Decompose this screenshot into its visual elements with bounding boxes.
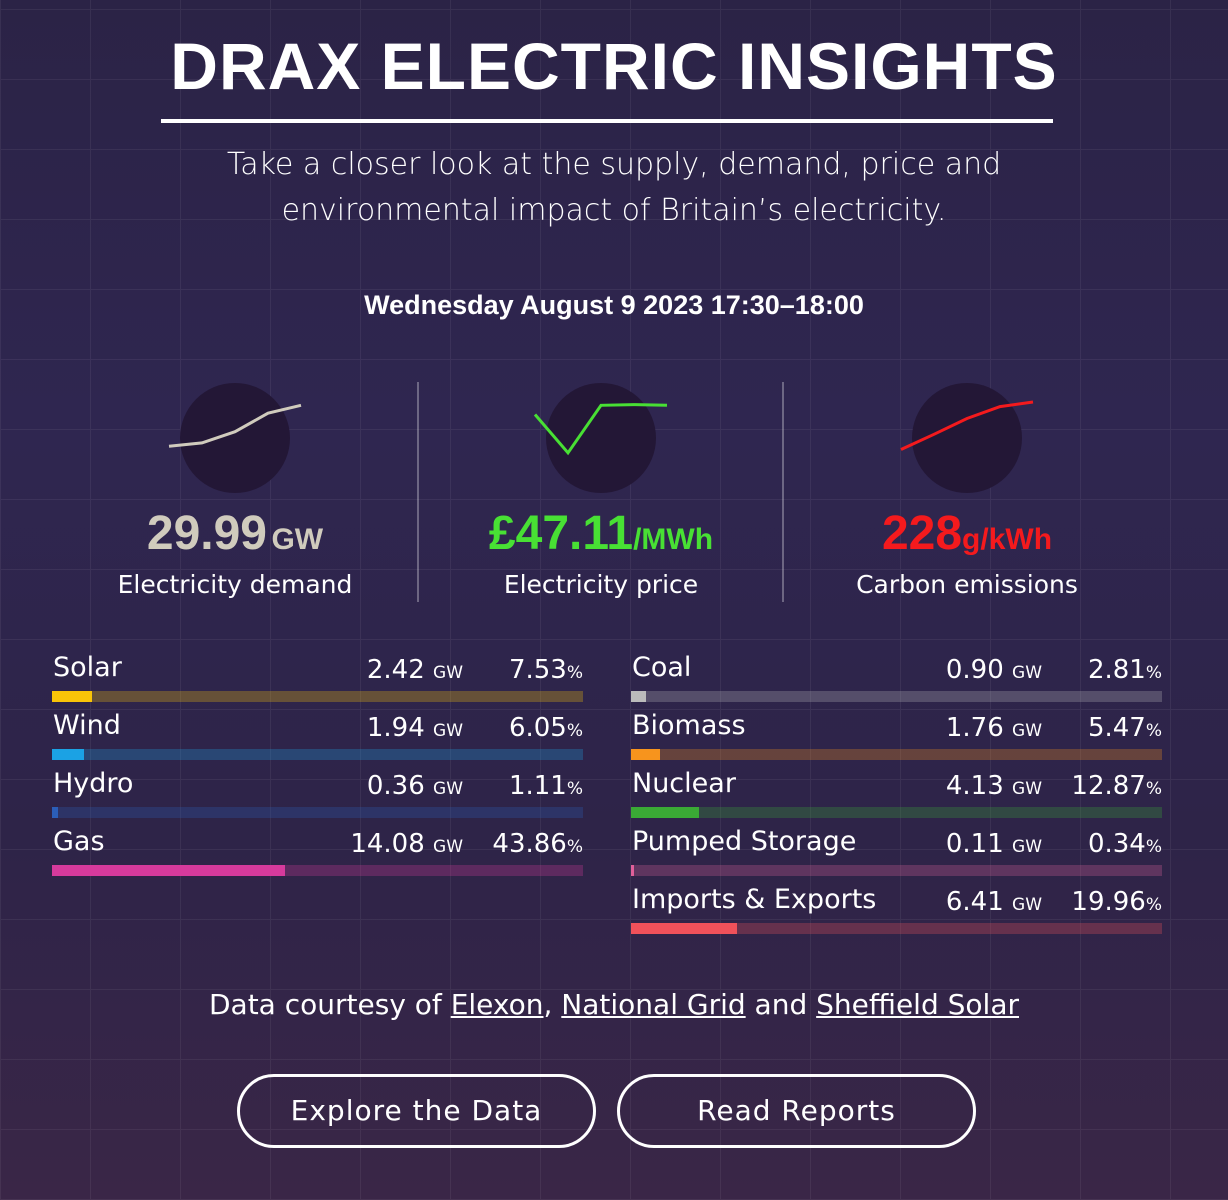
explore-data-button[interactable]: Explore the Data [237, 1074, 596, 1148]
page-subtitle: Take a closer look at the supply, demand… [226, 147, 1002, 228]
demand-sparkline-disc [180, 383, 290, 493]
read-reports-button[interactable]: Read Reports [617, 1074, 976, 1148]
carbon-sparkline [900, 383, 1034, 493]
price-sparkline-line [533, 403, 668, 456]
source-row-solar[interactable]: Solar 2.42 GW 7.53% [52, 652, 583, 710]
period-datetime: Wednesday August 9 2023 17:30–18:00 [364, 290, 864, 320]
source-pct: 12.87% [1071, 771, 1162, 801]
source-bar-fill [631, 865, 634, 876]
source-bar-fill [631, 923, 737, 934]
source-gw: 6.41 GW [945, 887, 1042, 917]
source-bar-track [631, 749, 1162, 760]
source-gw: 14.08 GW [350, 829, 463, 859]
source-bar-fill [52, 749, 85, 760]
kpi-divider [417, 382, 419, 602]
price-sparkline [533, 383, 668, 493]
source-gw: 1.76 GW [945, 713, 1042, 743]
source-bar-track [52, 865, 583, 876]
source-row-gas[interactable]: Gas 14.08 GW 43.86% [52, 826, 583, 884]
kpi-panel: 29.99 GW Electricity demand £47.11/MWh E… [52, 382, 1182, 602]
source-row-coal[interactable]: Coal 0.90 GW 2.81% [631, 652, 1162, 710]
price-number: £47.11 [488, 507, 634, 560]
source-row-pumped-storage[interactable]: Pumped Storage 0.11 GW 0.34% [631, 826, 1162, 884]
source-bar-fill [52, 691, 92, 702]
source-pct: 0.34% [1087, 829, 1162, 859]
demand-sparkline-line [168, 403, 302, 448]
kpi-price[interactable]: £47.11/MWh Electricity price [418, 382, 784, 602]
source-row-wind[interactable]: Wind 1.94 GW 6.05% [52, 710, 583, 768]
source-gw: 1.94 GW [366, 713, 463, 743]
source-bar-fill [52, 807, 58, 818]
source-pct: 43.86% [492, 829, 583, 859]
source-row-imports-exports[interactable]: Imports & Exports 6.41 GW 19.96% [631, 884, 1162, 942]
source-pct: 7.53% [508, 655, 583, 685]
source-pct: 5.47% [1087, 713, 1162, 743]
source-name: Wind [53, 710, 121, 741]
source-bar-track [52, 807, 583, 818]
kpi-divider [782, 382, 784, 602]
source-gw: 0.11 GW [945, 829, 1042, 859]
source-name: Pumped Storage [632, 826, 857, 857]
source-pct: 2.81% [1087, 655, 1162, 685]
source-bar-fill [631, 691, 646, 702]
demand-label: Electricity demand [117, 570, 353, 599]
source-bar-track [631, 691, 1162, 702]
carbon-unit: g/kWh [962, 523, 1053, 556]
sources-left-column: Solar 2.42 GW 7.53% Wind 1.94 GW 6.05% H… [52, 652, 583, 884]
source-bar-track [52, 691, 583, 702]
source-gw: 2.42 GW [366, 655, 463, 685]
carbon-value: 228g/kWh [784, 506, 1150, 561]
price-sparkline-disc [546, 383, 656, 493]
source-bar-track [631, 923, 1162, 934]
carbon-number: 228 [881, 507, 963, 560]
demand-sparkline [168, 383, 302, 493]
source-bar-fill [631, 807, 700, 818]
credit-prefix: Data courtesy of [208, 988, 442, 1021]
source-bar-fill [631, 749, 661, 760]
national-grid-link[interactable]: National Grid [561, 988, 746, 1021]
source-name: Gas [53, 826, 105, 857]
demand-number: 29.99 [146, 507, 267, 560]
source-name: Nuclear [632, 768, 736, 799]
page-title: DRAX ELECTRIC INSIGHTS [170, 29, 1058, 103]
carbon-sparkline-disc [912, 383, 1022, 493]
source-name: Coal [632, 652, 692, 683]
source-name: Hydro [53, 768, 134, 799]
source-gw: 4.13 GW [945, 771, 1042, 801]
price-value: £47.11/MWh [418, 506, 784, 561]
source-gw: 0.90 GW [945, 655, 1042, 685]
title-underline [161, 119, 1053, 123]
kpi-demand[interactable]: 29.99 GW Electricity demand [52, 382, 418, 602]
sources-right-column: Coal 0.90 GW 2.81% Biomass 1.76 GW 5.47%… [631, 652, 1162, 942]
carbon-sparkline-line [900, 400, 1034, 451]
source-bar-track [631, 865, 1162, 876]
source-name: Solar [53, 652, 122, 683]
data-credit: Data courtesy of Elexon, National Grid a… [0, 988, 1228, 1021]
elexon-link[interactable]: Elexon [450, 988, 544, 1021]
source-row-nuclear[interactable]: Nuclear 4.13 GW 12.87% [631, 768, 1162, 826]
source-bar-track [631, 807, 1162, 818]
source-row-biomass[interactable]: Biomass 1.76 GW 5.47% [631, 710, 1162, 768]
demand-value: 29.99 GW [52, 506, 418, 561]
source-bar-fill [52, 865, 285, 876]
source-bar-track [52, 749, 583, 760]
credit-and: and [754, 988, 808, 1021]
source-pct: 6.05% [508, 713, 583, 743]
sheffield-solar-link[interactable]: Sheffield Solar [816, 988, 1019, 1021]
price-unit: /MWh [633, 523, 714, 556]
source-pct: 1.11% [508, 771, 583, 801]
kpi-carbon[interactable]: 228g/kWh Carbon emissions [784, 382, 1150, 602]
credit-separator: , [543, 988, 553, 1021]
source-gw: 0.36 GW [366, 771, 463, 801]
price-label: Electricity price [503, 570, 699, 599]
source-pct: 19.96% [1071, 887, 1162, 917]
demand-unit: GW [271, 523, 324, 556]
carbon-label: Carbon emissions [856, 570, 1078, 599]
source-row-hydro[interactable]: Hydro 0.36 GW 1.11% [52, 768, 583, 826]
source-name: Biomass [632, 710, 746, 741]
source-name: Imports & Exports [632, 884, 877, 915]
